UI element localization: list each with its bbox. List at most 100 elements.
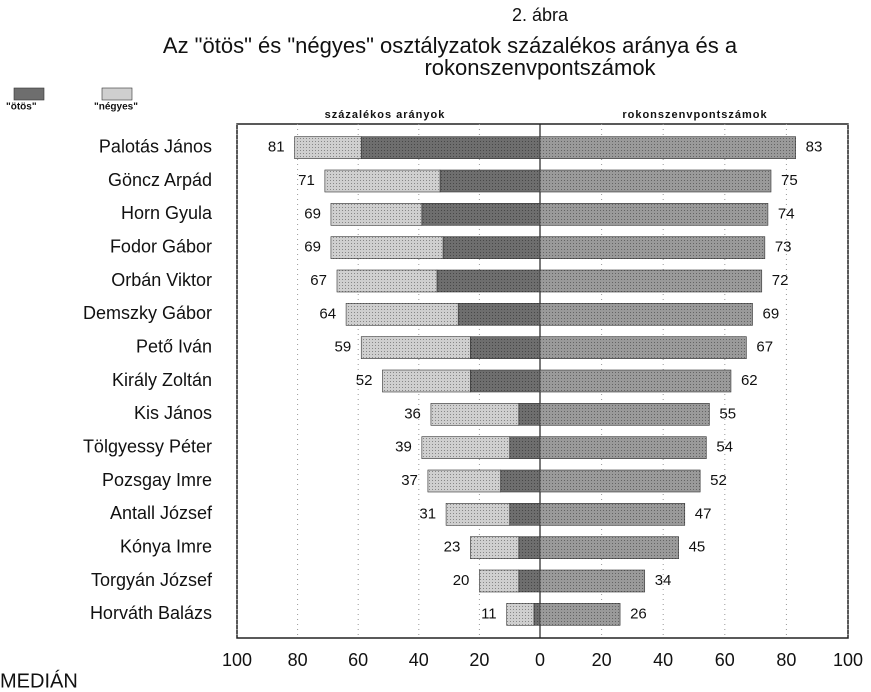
- value-label: 83: [806, 139, 823, 156]
- value-label: 47: [695, 505, 712, 522]
- category-label: Tölgyessy Péter: [83, 436, 212, 456]
- footer: MEDIÁN: [0, 669, 78, 692]
- bar-texture: [540, 336, 747, 359]
- panel-header: százalékos arányok: [325, 109, 446, 121]
- total-label: 31: [419, 505, 436, 522]
- total-label: 39: [395, 439, 412, 456]
- value-label: 74: [778, 205, 795, 222]
- bar-texture: [540, 370, 731, 392]
- category-label: Orbán Viktor: [111, 270, 212, 290]
- category-label: Pozsgay Imre: [102, 470, 212, 490]
- bar-texture: [324, 170, 441, 192]
- bar-texture: [458, 303, 540, 326]
- bar-texture: [421, 436, 510, 459]
- x-tick-label: 100: [833, 650, 863, 670]
- x-tick-label: 40: [409, 650, 429, 670]
- category-label: Fodor Gábor: [110, 236, 212, 256]
- plot-frame: [236, 123, 849, 639]
- x-tick-label: 60: [715, 650, 735, 670]
- total-label: 11: [481, 605, 497, 622]
- legend-label: "négyes": [94, 102, 138, 113]
- value-label: 69: [763, 305, 780, 322]
- bar-texture: [330, 203, 422, 226]
- bar-texture: [540, 436, 707, 459]
- legend-swatch: [101, 87, 133, 101]
- bar-texture: [533, 603, 540, 626]
- panel-header: rokonszenvpontszámok: [622, 109, 767, 121]
- value-label: 45: [689, 539, 706, 556]
- x-tick-label: 20: [469, 650, 489, 670]
- x-tick-label: 80: [288, 650, 308, 670]
- category-label: Palotás János: [99, 136, 212, 156]
- category-label: Horn Gyula: [121, 203, 213, 223]
- total-label: 71: [298, 172, 315, 189]
- x-tick-label: 0: [535, 650, 545, 670]
- bar-texture: [470, 336, 540, 359]
- bar-texture: [540, 303, 753, 326]
- total-label: 36: [404, 405, 421, 422]
- total-label: 64: [319, 305, 336, 322]
- bar-texture: [446, 503, 510, 526]
- bar-texture: [540, 236, 765, 259]
- bar-texture: [509, 503, 540, 526]
- total-label: 67: [310, 272, 327, 289]
- value-label: 62: [741, 372, 758, 389]
- figure-label: 2. ábra: [512, 5, 569, 25]
- x-tick-label: 60: [348, 650, 368, 670]
- bar-texture: [509, 436, 540, 459]
- bar-texture: [540, 136, 796, 159]
- legend-swatch: [13, 87, 45, 101]
- bar-texture: [421, 203, 540, 226]
- bar-texture: [346, 303, 459, 326]
- bar-texture: [382, 370, 471, 392]
- bar-texture: [506, 603, 534, 626]
- chart-title: Az "ötös" és "négyes" osztályzatok száza…: [163, 33, 738, 58]
- total-label: 20: [453, 572, 470, 589]
- value-label: 52: [710, 472, 727, 489]
- bar-texture: [540, 403, 710, 426]
- x-tick-label: 40: [653, 650, 673, 670]
- bar-texture: [500, 470, 540, 492]
- category-label: Kis János: [134, 403, 212, 423]
- value-label: 73: [775, 239, 792, 256]
- value-label: 67: [756, 339, 773, 356]
- value-label: 54: [716, 439, 733, 456]
- bar-texture: [540, 536, 679, 559]
- bar-texture: [440, 170, 540, 192]
- bar-texture: [430, 403, 519, 426]
- bar-texture: [330, 236, 444, 259]
- bar-texture: [479, 570, 519, 592]
- bar-texture: [336, 270, 437, 292]
- category-label: Torgyán József: [91, 570, 213, 590]
- x-tick-label: 20: [592, 650, 612, 670]
- bar-texture: [540, 270, 762, 292]
- bar-texture: [427, 470, 501, 492]
- total-label: 69: [304, 205, 321, 222]
- bar-texture: [518, 536, 540, 559]
- category-label: Horváth Balázs: [90, 603, 212, 623]
- bar-texture: [540, 470, 701, 492]
- value-label: 75: [781, 172, 798, 189]
- bar-texture: [540, 503, 685, 526]
- legend-label: "ötös": [6, 102, 37, 113]
- value-label: 34: [655, 572, 672, 589]
- bar-texture: [436, 270, 540, 292]
- value-label: 26: [630, 605, 647, 622]
- category-label: Pető Iván: [136, 336, 212, 356]
- bar-texture: [540, 203, 768, 226]
- bar-texture: [540, 170, 771, 192]
- x-tick-label: 100: [222, 650, 252, 670]
- total-label: 52: [356, 372, 373, 389]
- x-tick-label: 80: [776, 650, 796, 670]
- value-label: 55: [719, 405, 736, 422]
- total-label: 69: [304, 239, 321, 256]
- bar-texture: [443, 236, 540, 259]
- total-label: 81: [268, 139, 285, 156]
- category-label: Király Zoltán: [112, 370, 212, 390]
- total-label: 59: [335, 339, 352, 356]
- bar-texture: [294, 136, 362, 159]
- chart-title: rokonszenvpontszámok: [424, 55, 656, 80]
- bar-texture: [518, 570, 540, 592]
- category-label: Antall József: [110, 503, 213, 523]
